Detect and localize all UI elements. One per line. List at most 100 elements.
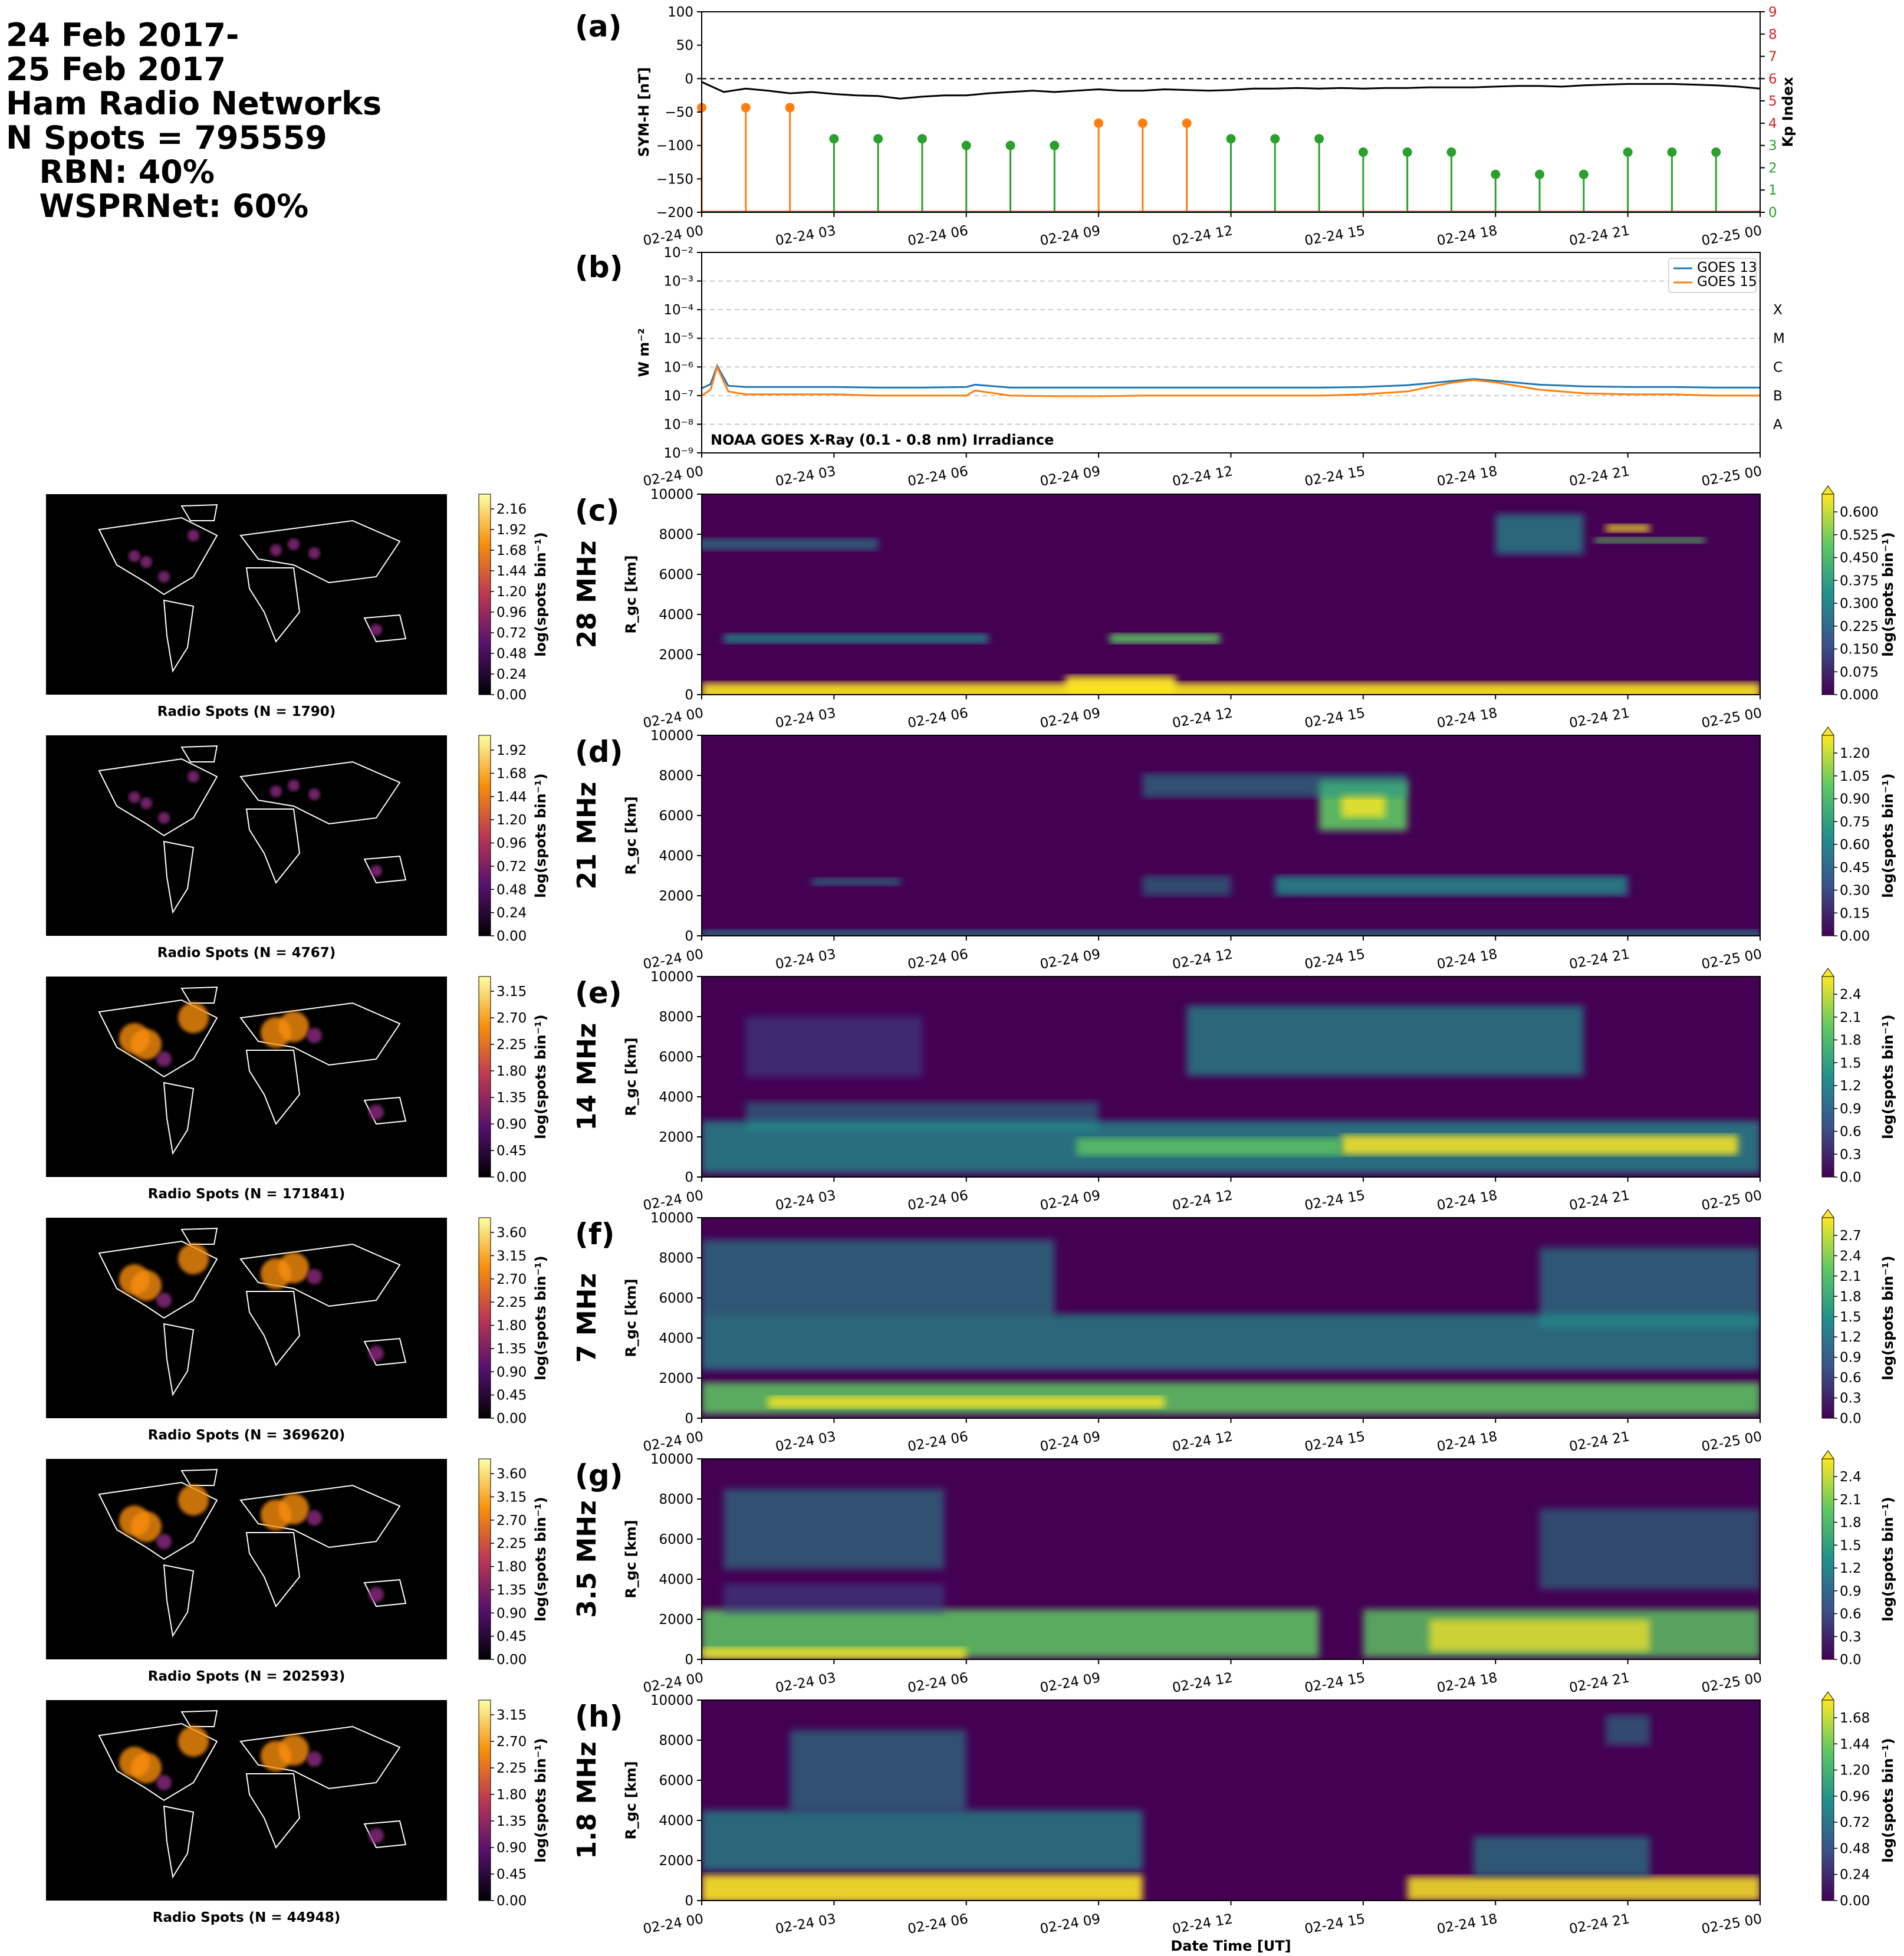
kp-marker [829,134,839,144]
band-label: 14 MHz [572,1023,602,1131]
panel-label: (e) [575,976,622,1010]
map-colorbar-tick-label: 0.90 [496,1606,527,1621]
x-tick-label: 02-24 03 [774,946,837,972]
spot-cluster [370,865,382,877]
x-tick-label: 02-24 03 [774,223,837,249]
y-axis-label: W m⁻² [636,328,652,377]
map-colorbar-gradient [478,1458,491,1660]
header-line-4: N Spots = 795559 [6,119,327,156]
header-line-3: Ham Radio Networks [6,85,382,122]
spot-map: Radio Spots (N = 44948) 0.00 0.45 0.90 1.35 1… [46,1699,549,1925]
y-tick-label: 10⁻⁵ [663,331,693,347]
colorbar-tick-label: 0.0 [1840,1411,1862,1426]
map-caption: Radio Spots (N = 44948) [153,1910,341,1925]
y-tick-label: 4000 [659,1090,693,1105]
x-tick-label: 02-24 21 [1568,946,1630,972]
coastline [180,1710,218,1727]
y-tick-label: 4000 [659,1572,693,1587]
kp-marker [917,134,927,144]
y-tick-label: 2000 [659,1612,693,1628]
x-tick-label: 02-24 09 [1039,223,1101,249]
colorbar-tick-label: 0.150 [1840,642,1879,658]
y-axis-label: R_gc [km] [623,1520,639,1598]
y-axis-label: R_gc [km] [623,796,639,875]
colorbar-tick-label: 0.225 [1840,619,1879,635]
x-tick-label: 02-24 03 [774,705,837,731]
y-tick-label: 0 [685,688,693,703]
y-tick-label: 0 [685,1893,693,1909]
map-colorbar-tick-label: 0.24 [496,667,527,682]
kp-marker [1358,147,1368,157]
panel-h: 10000 8000 6000 4000 2000 0 R_gc [km] 1.8 MHz (h… [46,1691,1896,1937]
colorbar-tick-label: 1.8 [1840,1289,1862,1304]
spot-cluster [156,1293,172,1308]
spot-cluster [288,538,300,550]
kp-tick-label: 8 [1768,27,1777,42]
y-tick-label: 8000 [659,527,693,543]
colorbar-tick-label: 0.72 [1840,1815,1870,1830]
heatmap-cell-cluster [702,538,879,551]
heatmap-cell-cluster [1142,773,1408,798]
y-tick-label: 0 [685,1652,693,1668]
map-colorbar-tick-label: 1.92 [496,522,527,538]
heatmap-cell-cluster [702,1240,1055,1316]
kp-marker [1402,147,1412,157]
heatmap-cell-cluster [1076,1138,1341,1156]
spot-cluster [270,544,282,556]
heatmap-cell-cluster [724,1584,945,1615]
spot-cluster [129,550,140,562]
kp-tick-label: 2 [1768,160,1777,176]
map-colorbar-tick-label: 0.00 [496,1893,527,1909]
y-tick-label: 100 [667,5,693,20]
colorbar-label: log(spots bin⁻¹) [1880,1738,1896,1863]
coastline [163,1564,195,1638]
colorbar-extend-arrow [1821,1450,1834,1459]
heatmap-cell-cluster [702,1810,1143,1870]
colorbar-tick-label: 0.24 [1840,1868,1870,1883]
y-tick-label: 10⁻³ [663,274,693,290]
map-colorbar-tick-label: 1.44 [496,790,527,805]
heatmap-cell-cluster [1540,1248,1760,1328]
colorbar: 0.0 0.3 0.6 0.9 1.2 1.5 1.8 2.1 2.4 2.7 log(spots … [1821,1209,1896,1426]
map-colorbar-tick-label: 2.25 [496,1037,527,1053]
y-tick-label: 10⁻⁴ [663,303,693,318]
x-tick-label: 02-24 12 [1171,223,1234,249]
map-background [46,735,447,936]
x-tick-label: 02-24 12 [1171,946,1234,972]
colorbar-tick-label: 0.450 [1840,551,1879,566]
colorbar-label: log(spots bin⁻¹) [1880,1497,1896,1622]
coastline [163,1323,195,1396]
spot-cluster [131,1753,162,1783]
spot-cluster [278,1253,309,1283]
coastline [245,1773,301,1849]
x-tick-label: 02-24 15 [1304,946,1366,972]
colorbar-label: log(spots bin⁻¹) [1880,773,1896,898]
kp-marker [873,134,883,144]
spot-cluster [307,1751,322,1767]
spot-cluster [369,1104,384,1120]
map-colorbar-tick-label: 3.15 [496,1490,527,1505]
colorbar-extend-arrow [1821,1209,1834,1218]
y-tick-label: 10000 [650,1452,693,1467]
map-colorbar-label: log(spots bin⁻¹) [532,1014,549,1139]
map-background [46,977,447,1177]
legend-entry: GOES 15 [1697,274,1757,290]
colorbar: 0.0 0.3 0.6 0.9 1.2 1.5 1.8 2.1 2.4 log(spots bin… [1821,1450,1896,1668]
heatmap [702,1700,1760,1901]
coastline [245,1291,301,1366]
kp-marker [1446,147,1456,157]
x-tick-label: 02-24 18 [1436,1911,1498,1937]
x-tick-label: 02-24 21 [1568,1670,1630,1696]
map-colorbar-tick-label: 3.15 [496,984,527,1000]
y-tick-label: 10000 [650,487,693,502]
x-tick-label: 02-24 21 [1568,1188,1630,1214]
y-tick-label: 2000 [659,889,693,904]
x-tick-label: 02-24 09 [1039,1188,1101,1214]
x-tick-label: 02-24 12 [1171,1911,1234,1937]
kp-marker [1535,169,1545,179]
kp-marker [961,140,971,150]
colorbar-tick-label: 0.6 [1840,1125,1862,1140]
map-colorbar-tick-label: 0.90 [496,1117,527,1132]
kp-marker [1094,118,1104,128]
